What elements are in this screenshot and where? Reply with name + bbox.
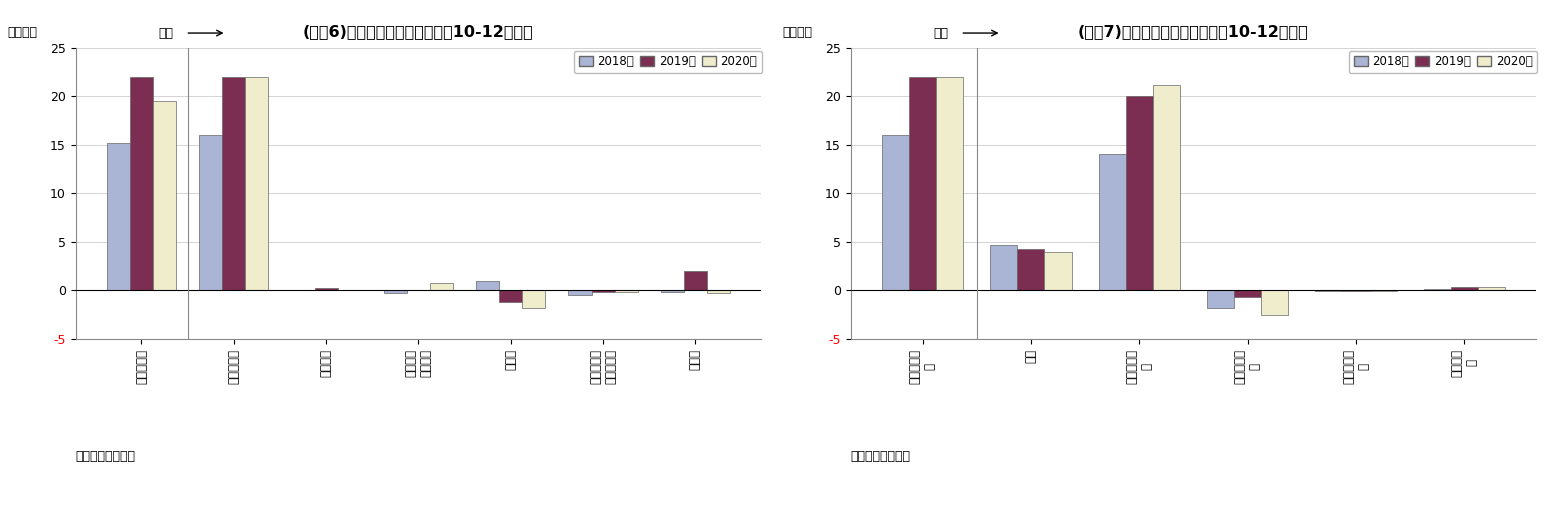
Bar	[1207, 290, 1235, 308]
Bar	[522, 290, 545, 308]
Bar	[1423, 289, 1451, 290]
Bar	[1235, 290, 1261, 297]
Bar	[1017, 249, 1045, 290]
Bar	[881, 135, 909, 290]
Bar	[1152, 84, 1180, 290]
Legend: 2018年, 2019年, 2020年: 2018年, 2019年, 2020年	[575, 51, 761, 73]
Text: （資料）日本銀行: （資料）日本銀行	[850, 450, 911, 463]
Bar	[1261, 290, 1288, 315]
Legend: 2018年, 2019年, 2020年: 2018年, 2019年, 2020年	[1348, 51, 1537, 73]
Bar	[909, 77, 936, 290]
Bar	[936, 77, 964, 290]
Bar	[500, 290, 522, 302]
Text: 内訳: 内訳	[933, 26, 948, 40]
Bar	[430, 282, 453, 290]
Bar	[684, 271, 707, 290]
Bar	[1126, 96, 1152, 290]
Bar	[1478, 288, 1506, 290]
Bar	[315, 288, 338, 290]
Bar	[1045, 251, 1071, 290]
Bar	[707, 290, 730, 294]
Text: 内訳: 内訳	[157, 26, 173, 40]
Bar	[129, 77, 153, 290]
Bar	[223, 77, 246, 290]
Bar	[153, 101, 176, 290]
Bar	[568, 290, 592, 295]
Bar	[990, 245, 1017, 290]
Title: (図袄6)家計資産のフロー（各年10-12月期）: (図袄6)家計資産のフロー（各年10-12月期）	[304, 25, 534, 40]
Bar	[592, 290, 615, 292]
Bar	[1099, 154, 1126, 290]
Bar	[1342, 290, 1370, 291]
Bar	[660, 290, 684, 292]
Bar	[1451, 288, 1478, 290]
Bar	[476, 281, 500, 290]
Bar	[107, 143, 129, 290]
Bar	[615, 290, 638, 292]
Bar	[383, 290, 406, 294]
Bar	[246, 77, 268, 290]
Text: （資料）日本銀行: （資料）日本銀行	[76, 450, 135, 463]
Title: (図袄7)現・預金のフロー（各年10-12月期）: (図袄7)現・預金のフロー（各年10-12月期）	[1077, 25, 1309, 40]
Text: （兆円）: （兆円）	[8, 26, 37, 39]
Bar	[1370, 290, 1397, 291]
Text: （兆円）: （兆円）	[782, 26, 813, 39]
Bar	[1316, 290, 1342, 291]
Bar	[199, 135, 223, 290]
